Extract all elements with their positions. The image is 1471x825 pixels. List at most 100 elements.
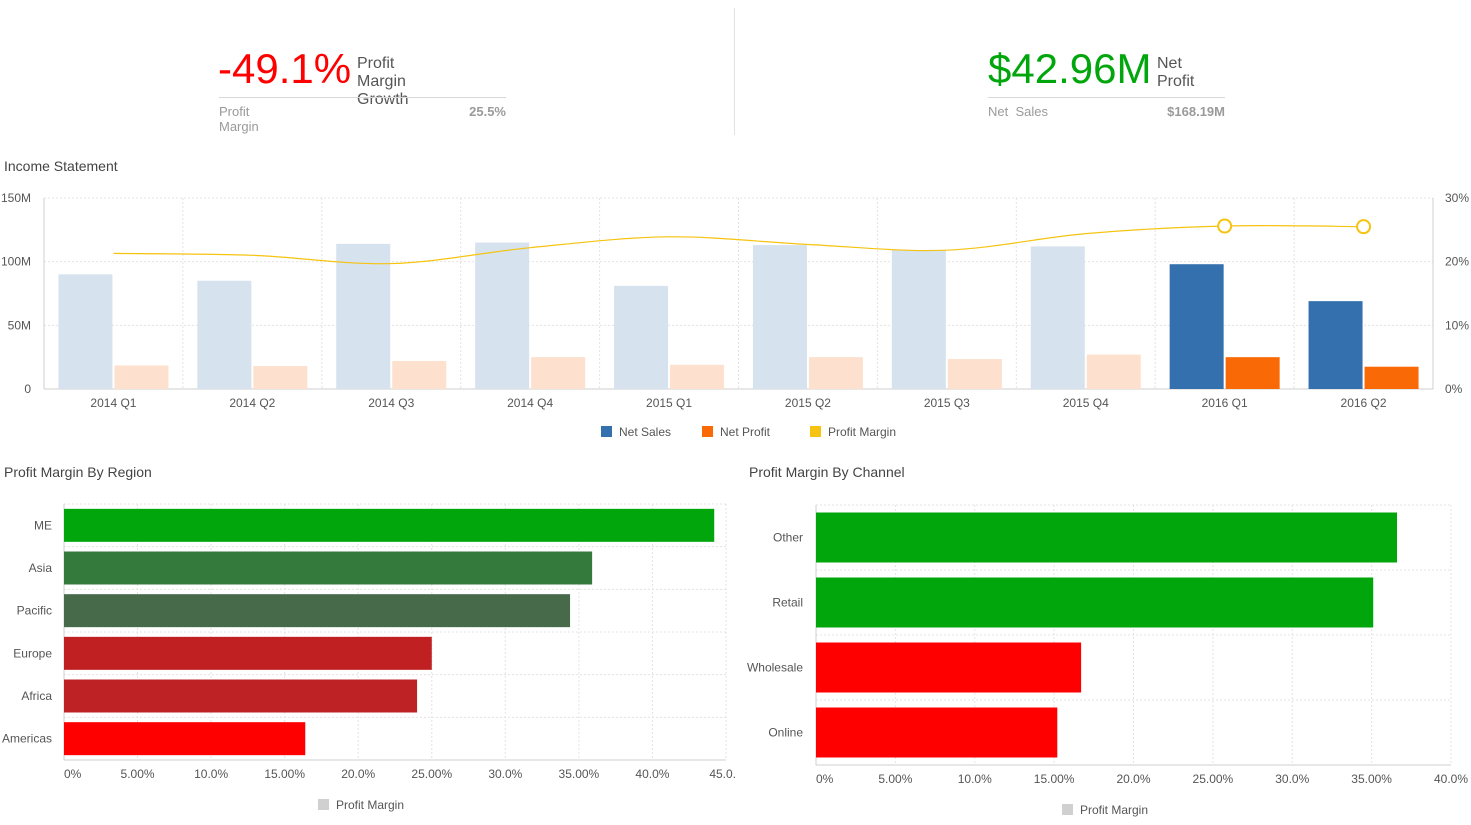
bar-net-profit: [1086, 354, 1141, 389]
bar-net-profit: [392, 360, 447, 389]
kpi-sub-label: Net Sales: [988, 104, 1048, 119]
bar-net-profit: [670, 364, 725, 389]
y-tick-label: Other: [773, 531, 803, 545]
x-tick-label: 2014 Q3: [368, 396, 414, 410]
y2-tick-label: 10%: [1445, 318, 1469, 332]
kpi-divider: [988, 97, 1225, 98]
y-tick-label: Pacific: [17, 604, 52, 618]
x-tick-label: 10.0%: [194, 767, 228, 781]
x-tick-label: 0%: [64, 767, 82, 781]
x-tick-label: 30.0%: [1275, 772, 1309, 786]
y-tick-label: Retail: [772, 596, 803, 610]
kpi-value: -49.1%: [218, 45, 352, 92]
x-tick-label: 30.0%: [488, 767, 522, 781]
kpi-label: Net Profit: [1157, 55, 1195, 90]
x-tick-label: 2016 Q1: [1202, 396, 1248, 410]
y-tick-label: Europe: [13, 646, 52, 660]
bar-net-profit: [253, 366, 308, 389]
x-tick-label: 10.0%: [958, 772, 992, 786]
bar-net-profit: [947, 359, 1002, 389]
x-tick-label: 2015 Q4: [1063, 396, 1109, 410]
kpi-sub-value: $168.19M: [1167, 104, 1225, 119]
y-tick-label: Wholesale: [747, 661, 803, 675]
x-tick-label: 2014 Q4: [507, 396, 553, 410]
y2-tick-label: 30%: [1445, 191, 1469, 205]
bar-net-sales: [197, 280, 252, 389]
marker-profit-margin: [1356, 219, 1372, 235]
bar-net-sales: [475, 242, 530, 389]
legend-swatch: [601, 426, 612, 437]
profit-margin-by-channel-chart: 0% 5.00% 10.0% 15.00% 20.0% 25.00% 30.0% 35.00%…: [747, 504, 1468, 817]
kpi-sub-value: 25.5%: [469, 104, 506, 119]
bar-net-sales: [1308, 301, 1363, 389]
x-tick-label: 20.0%: [341, 767, 375, 781]
x-tick-label: 2015 Q1: [646, 396, 692, 410]
bar-net-profit: [114, 365, 169, 389]
x-tick-label: 5.00%: [878, 772, 912, 786]
y-tick-label: 50M: [8, 318, 31, 332]
bar-net-sales: [58, 274, 113, 389]
legend-label: Profit Margin: [828, 425, 896, 439]
income-statement-chart: 0 0% 50M 10% 100M 20% 150M 30% 2014 Q1 2014 Q2 201…: [1, 191, 1469, 439]
legend-label: Profit Margin: [336, 798, 404, 812]
bar-net-sales: [891, 250, 946, 389]
bar-net-profit: [531, 357, 586, 389]
x-tick-label: 35.00%: [559, 767, 600, 781]
bar-net-sales: [1169, 264, 1224, 389]
bar-profit-margin: [64, 508, 715, 542]
channel-chart-title: Profit Margin By Channel: [749, 464, 905, 480]
bar-profit-margin: [64, 551, 593, 585]
bar-net-profit: [808, 357, 863, 389]
x-tick-label: 20.0%: [1116, 772, 1150, 786]
legend-swatch: [702, 426, 713, 437]
bar-net-sales: [752, 245, 807, 389]
y-tick-label: Asia: [29, 561, 53, 575]
x-tick-label: 35.00%: [1351, 772, 1392, 786]
bar-net-sales: [1030, 246, 1085, 389]
x-tick-label: 40.0%: [635, 767, 669, 781]
x-tick-label: 5.00%: [121, 767, 155, 781]
legend-label: Net Sales: [619, 425, 671, 439]
bar-profit-margin: [64, 722, 306, 756]
x-tick-label: 2015 Q3: [924, 396, 970, 410]
x-tick-label: 40.0%: [1434, 772, 1468, 786]
x-tick-label: 2014 Q1: [90, 396, 136, 410]
profit-margin-by-region-chart: 0% 5.00% 10.0% 15.00% 20.0% 25.00% 30.0% 35.00%…: [2, 503, 735, 812]
kpi-separator: [734, 8, 735, 135]
bar-profit-margin: [64, 594, 571, 628]
bar-profit-margin: [816, 577, 1374, 628]
y2-tick-label: 0%: [1445, 382, 1463, 396]
x-tick-label: 25.00%: [1193, 772, 1234, 786]
line-profit-margin: [113, 225, 1364, 265]
y-tick-label: Africa: [21, 689, 52, 703]
y2-tick-label: 20%: [1445, 255, 1469, 269]
x-tick-label: 2014 Q2: [229, 396, 275, 410]
legend-swatch: [810, 426, 821, 437]
region-chart-title: Profit Margin By Region: [4, 464, 152, 480]
y-tick-label: Online: [768, 726, 803, 740]
bar-profit-margin: [64, 679, 418, 713]
y-tick-label: 100M: [1, 255, 31, 269]
bar-profit-margin: [816, 642, 1082, 693]
kpi-divider: [219, 97, 506, 98]
y-tick-label: 0: [24, 382, 31, 396]
x-tick-label: 2015 Q2: [785, 396, 831, 410]
legend-label: Profit Margin: [1080, 803, 1148, 817]
x-tick-label: 2016 Q2: [1341, 396, 1387, 410]
x-tick-label: 25.00%: [411, 767, 452, 781]
kpi-label: Profit Margin Growth: [357, 55, 409, 108]
kpi-value: $42.96M: [988, 45, 1152, 92]
bar-net-sales: [614, 285, 669, 389]
bar-profit-margin: [64, 636, 432, 670]
y-tick-label: Americas: [2, 732, 52, 746]
bar-net-profit: [1364, 366, 1419, 389]
x-tick-label: 15.00%: [1034, 772, 1075, 786]
legend-label: Net Profit: [720, 425, 771, 439]
x-tick-label: 15.00%: [264, 767, 305, 781]
income-statement-title: Income Statement: [4, 158, 118, 174]
y-tick-label: ME: [34, 518, 52, 532]
bar-profit-margin: [816, 512, 1398, 563]
marker-profit-margin: [1217, 218, 1233, 234]
kpi-sub-label: Profit Margin: [219, 104, 259, 134]
bar-profit-margin: [816, 707, 1058, 758]
